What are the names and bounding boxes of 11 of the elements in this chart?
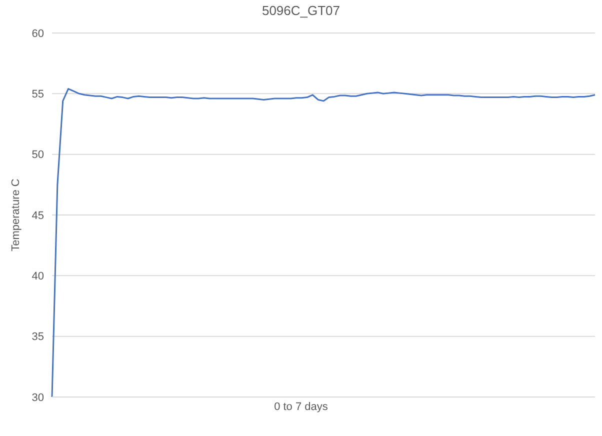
y-tick-label: 50 [32,149,44,162]
y-tick-label: 35 [32,331,44,344]
y-tick-label: 45 [32,210,44,222]
y-axis-title: Temperature C [10,178,22,252]
chart-title: 5096C_GT07 [260,3,342,18]
x-axis-title: 0 to 7 days [274,401,328,413]
y-tick-label: 40 [32,270,44,283]
y-tick-label: 30 [32,392,44,404]
line-series [51,88,596,397]
y-tick-label: 55 [32,88,44,101]
y-tick-label: 60 [32,28,44,40]
